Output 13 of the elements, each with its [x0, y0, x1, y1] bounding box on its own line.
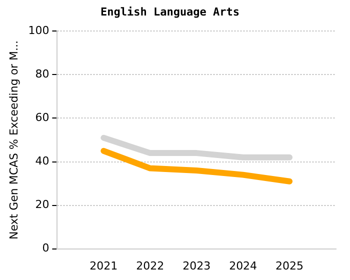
x-tick-label: 2022 — [136, 259, 164, 272]
y-tick-label: 100 — [28, 24, 50, 38]
chart-title: English Language Arts — [100, 5, 240, 18]
y-tick-label: 60 — [35, 111, 50, 124]
y-tick-label: 20 — [35, 198, 50, 212]
y-axis-title: Next Gen MCAS % Exceeding or M... — [7, 40, 20, 240]
x-tick-label: 2021 — [90, 259, 118, 272]
y-tick-label: 40 — [35, 154, 50, 168]
x-tick-label: 2024 — [229, 259, 258, 272]
y-tick-label: 0 — [42, 242, 50, 255]
y-tick-label: 80 — [35, 68, 50, 81]
x-tick-label: 2025 — [276, 259, 304, 272]
x-tick-label: 2023 — [182, 259, 211, 272]
